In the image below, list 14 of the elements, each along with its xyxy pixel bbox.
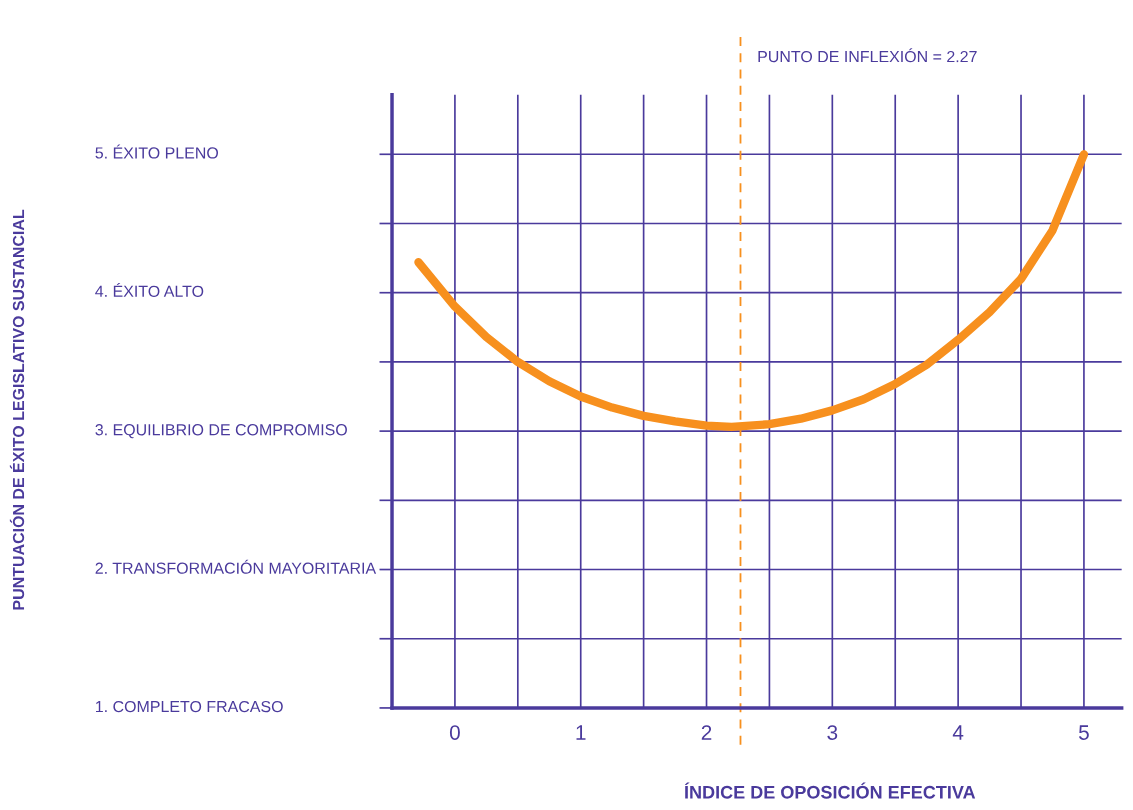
x-axis-title: ÍNDICE DE OPOSICIÓN EFECTIVA (684, 782, 976, 799)
x-tick-label: 0 (449, 725, 460, 740)
y-tick-label: 2. TRANSFORMACIÓN MAYORITARIA (95, 559, 377, 574)
ref-line-label: PUNTO DE INFLEXIÓN = 2.27 (758, 48, 977, 63)
x-tick-label: 2 (701, 725, 712, 740)
x-tick-label: 5 (1078, 725, 1089, 740)
y-tick-label: 4. ÉXITO ALTO (95, 282, 204, 297)
y-axis-title: PUNTUACIÓN DE ÉXITO LEGISLATIVO SUSTANCIAL (9, 209, 25, 610)
y-tick-label: 5. ÉXITO PLENO (95, 144, 219, 159)
y-tick-label: 1. COMPLETO FRACASO (96, 700, 283, 713)
x-tick-label: 4 (952, 725, 964, 740)
x-tick-label: 3 (827, 725, 838, 740)
y-tick-label: 3. EQUILIBRIO DE COMPROMISO (95, 424, 347, 439)
x-tick-label: 1 (576, 725, 586, 740)
